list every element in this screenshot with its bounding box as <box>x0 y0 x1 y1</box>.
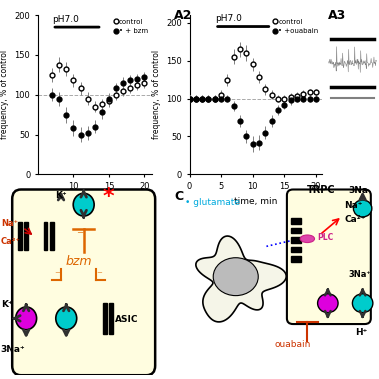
Text: ⁻: ⁻ <box>96 271 102 280</box>
Text: ⁻: ⁻ <box>77 230 84 244</box>
Bar <box>18 222 22 250</box>
Polygon shape <box>196 236 286 322</box>
Text: Na⁺: Na⁺ <box>1 219 18 227</box>
Ellipse shape <box>213 258 258 296</box>
Bar <box>109 303 113 334</box>
Bar <box>291 256 301 262</box>
Circle shape <box>352 294 373 313</box>
Text: 3Na: 3Na <box>348 186 368 195</box>
Circle shape <box>56 307 77 330</box>
Bar <box>103 303 107 334</box>
Ellipse shape <box>300 235 315 243</box>
Y-axis label: frequency, % of control: frequency, % of control <box>0 50 9 139</box>
Text: Ca²⁺: Ca²⁺ <box>1 238 21 246</box>
Circle shape <box>73 193 94 216</box>
Bar <box>291 247 301 252</box>
Text: PLC: PLC <box>318 233 334 242</box>
Text: ASIC: ASIC <box>115 315 139 324</box>
Legend: control, • +ouabain: control, • +ouabain <box>274 19 319 34</box>
Legend: control, • + bzm: control, • + bzm <box>114 19 148 34</box>
Text: bzm: bzm <box>65 255 92 268</box>
Circle shape <box>353 200 372 217</box>
Text: Ca²⁺: Ca²⁺ <box>344 215 366 224</box>
Text: A3: A3 <box>328 9 346 22</box>
Bar <box>24 222 28 250</box>
Text: TRPC: TRPC <box>307 185 336 195</box>
Bar <box>291 237 301 243</box>
Text: Na⁺: Na⁺ <box>344 202 363 210</box>
FancyBboxPatch shape <box>12 190 155 375</box>
Y-axis label: frequency, % of control: frequency, % of control <box>152 50 161 139</box>
Text: • glutamate: • glutamate <box>185 198 240 207</box>
Text: C: C <box>174 190 183 202</box>
X-axis label: time, min: time, min <box>234 197 277 205</box>
Text: 3Na⁺: 3Na⁺ <box>348 270 371 279</box>
Bar <box>44 222 47 250</box>
Text: pH7.0: pH7.0 <box>215 14 242 23</box>
Text: ouabain: ouabain <box>275 340 311 349</box>
X-axis label: time, min: time, min <box>73 197 116 205</box>
Text: H⁺: H⁺ <box>356 329 368 337</box>
Text: *: * <box>102 187 114 207</box>
Bar <box>291 218 301 224</box>
Circle shape <box>318 294 338 313</box>
Bar <box>291 228 301 233</box>
Text: pH7.0: pH7.0 <box>52 15 79 24</box>
Text: K⁺: K⁺ <box>55 191 67 200</box>
Text: A2: A2 <box>174 9 193 22</box>
Text: ⁻: ⁻ <box>55 271 61 280</box>
FancyBboxPatch shape <box>287 190 371 324</box>
Bar <box>50 222 53 250</box>
Circle shape <box>16 307 37 330</box>
Text: K⁺: K⁺ <box>1 300 13 309</box>
Text: 3Na⁺: 3Na⁺ <box>1 346 25 354</box>
